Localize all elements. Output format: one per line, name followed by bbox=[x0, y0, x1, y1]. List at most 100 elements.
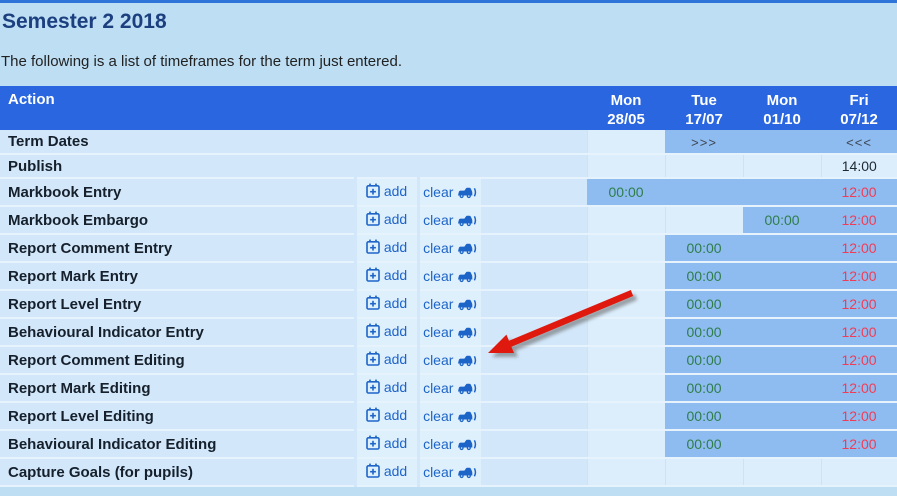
column-header-date-4: Fri 07/12 bbox=[821, 86, 897, 130]
table-row: Markbook Entry add clear 00:00 12:00 bbox=[0, 178, 897, 207]
add-link[interactable]: add bbox=[366, 407, 407, 423]
column-header-action: Action bbox=[0, 86, 588, 130]
timeframe-cell: 14:00 bbox=[820, 154, 897, 179]
timeframe-cell bbox=[586, 458, 666, 487]
add-link[interactable]: add bbox=[366, 267, 407, 283]
add-cell: add bbox=[353, 206, 418, 235]
clear-sweep-icon bbox=[458, 383, 477, 394]
annotation-arrow-icon bbox=[488, 290, 634, 353]
clear-cell: clear bbox=[416, 234, 481, 263]
clear-sweep-icon bbox=[458, 299, 477, 310]
clear-link[interactable]: clear bbox=[423, 184, 477, 200]
clear-link[interactable]: clear bbox=[423, 324, 477, 340]
timeframe-cell bbox=[743, 262, 822, 291]
clear-link[interactable]: clear bbox=[423, 268, 477, 284]
column-day: Fri bbox=[849, 92, 869, 109]
add-cell: add bbox=[353, 402, 418, 431]
clear-sweep-icon bbox=[458, 215, 477, 226]
timeframe-cell bbox=[586, 318, 666, 347]
add-link[interactable]: add bbox=[366, 379, 407, 395]
top-border bbox=[0, 0, 897, 3]
add-cell: add bbox=[353, 374, 418, 403]
page-subtitle: The following is a list of timeframes fo… bbox=[1, 53, 402, 70]
clear-cell: clear bbox=[416, 374, 481, 403]
clear-link[interactable]: clear bbox=[423, 296, 477, 312]
timeframe-value: 12:00 bbox=[841, 268, 877, 284]
clear-link[interactable]: clear bbox=[423, 380, 477, 396]
row-label: Report Level Entry bbox=[0, 290, 355, 319]
add-link-label: add bbox=[383, 238, 408, 255]
timeframe-value: 12:00 bbox=[841, 212, 877, 228]
timeframe-cell: 00:00 bbox=[665, 374, 744, 403]
table-row: Behavioural Indicator Entry add clear 00:00… bbox=[0, 318, 897, 347]
timeframe-cell: 00:00 bbox=[665, 234, 744, 263]
filler-cell bbox=[481, 430, 588, 459]
calendar-add-icon bbox=[366, 323, 380, 339]
clear-cell: clear bbox=[416, 458, 481, 487]
add-link[interactable]: add bbox=[366, 239, 407, 255]
clear-sweep-icon bbox=[458, 243, 477, 254]
calendar-add-icon bbox=[366, 407, 380, 423]
table-row: Report Mark Editing add clear 00:00 12:00 bbox=[0, 374, 897, 403]
timeframe-cell bbox=[743, 290, 822, 319]
column-date: 17/07 bbox=[685, 111, 723, 128]
add-link[interactable]: add bbox=[366, 351, 407, 367]
clear-link[interactable]: clear bbox=[423, 240, 477, 256]
calendar-add-icon bbox=[366, 351, 380, 367]
timeframe-cell bbox=[586, 234, 666, 263]
table-row: Report Mark Entry add clear 00:00 12:00 bbox=[0, 262, 897, 291]
clear-link[interactable]: clear bbox=[423, 436, 477, 452]
timeframe-value: 12:00 bbox=[841, 240, 877, 256]
timeframe-cell bbox=[665, 178, 744, 207]
filler-cell bbox=[481, 206, 588, 235]
timeframe-cell: 00:00 bbox=[665, 262, 744, 291]
timeframe-cell: 12:00 bbox=[821, 206, 897, 235]
timeframe-cell: 00:00 bbox=[665, 318, 744, 347]
row-label: Behavioural Indicator Entry bbox=[0, 318, 355, 347]
column-header-date-3: Mon 01/10 bbox=[743, 86, 822, 130]
clear-link-label: clear bbox=[423, 268, 454, 284]
timeframe-value: 00:00 bbox=[686, 268, 722, 284]
calendar-add-icon bbox=[366, 379, 380, 395]
clear-link[interactable]: clear bbox=[423, 212, 477, 228]
timeframe-value: 12:00 bbox=[841, 380, 877, 396]
clear-link[interactable]: clear bbox=[423, 352, 477, 368]
filler-cell bbox=[481, 178, 588, 207]
timeframe-cell: 00:00 bbox=[665, 346, 744, 375]
timeframe-value: 00:00 bbox=[686, 296, 722, 312]
calendar-add-icon bbox=[366, 239, 380, 255]
timeframe-cell bbox=[664, 458, 744, 487]
add-link[interactable]: add bbox=[366, 463, 407, 479]
filler-cell bbox=[481, 262, 588, 291]
timeframe-cell: 12:00 bbox=[821, 374, 897, 403]
timeframe-value: 14:00 bbox=[841, 158, 877, 174]
add-cell: add bbox=[353, 430, 418, 459]
add-link[interactable]: add bbox=[366, 183, 407, 199]
timeframe-cell bbox=[586, 206, 666, 235]
table-row: Report Comment Entry add clear 00:00 12:00 bbox=[0, 234, 897, 263]
filler-cell bbox=[481, 234, 588, 263]
row-label: Capture Goals (for pupils) bbox=[0, 458, 355, 487]
clear-sweep-icon bbox=[458, 327, 477, 338]
column-date: 07/12 bbox=[840, 111, 878, 128]
add-link[interactable]: add bbox=[366, 211, 407, 227]
clear-cell: clear bbox=[416, 262, 481, 291]
column-day: Tue bbox=[691, 92, 717, 109]
add-link-label: add bbox=[383, 294, 408, 311]
table-row: Report Comment Editing add clear 00:00 12:00 bbox=[0, 346, 897, 375]
clear-link[interactable]: clear bbox=[423, 408, 477, 424]
add-link[interactable]: add bbox=[366, 435, 407, 451]
timeframe-cell: 12:00 bbox=[821, 318, 897, 347]
filler-cell bbox=[481, 402, 588, 431]
clear-link[interactable]: clear bbox=[423, 464, 477, 480]
clear-link-label: clear bbox=[423, 380, 454, 396]
add-cell: add bbox=[353, 346, 418, 375]
timeframe-value: 12:00 bbox=[841, 408, 877, 424]
add-link[interactable]: add bbox=[366, 323, 407, 339]
add-link[interactable]: add bbox=[366, 295, 407, 311]
filler-cell bbox=[481, 458, 588, 487]
timeframe-cell bbox=[743, 318, 822, 347]
column-day: Mon bbox=[766, 92, 798, 109]
table-row: Capture Goals (for pupils) add clear bbox=[0, 458, 897, 487]
